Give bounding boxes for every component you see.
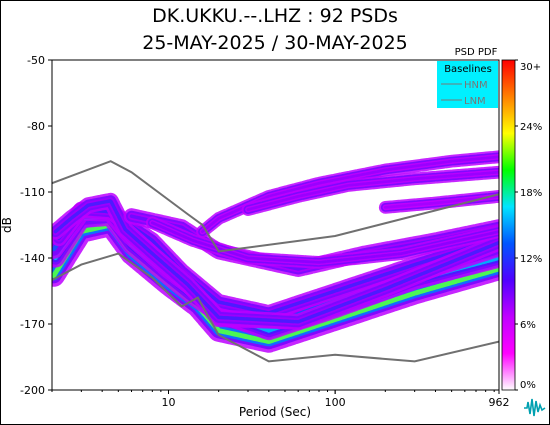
chart-title: DK.UKKU.--.LHZ : 92 PSDs	[152, 5, 398, 27]
chart-subtitle: 25-MAY-2025 / 30-MAY-2025	[142, 32, 408, 54]
x-axis-label: Period (Sec)	[239, 405, 311, 419]
baseline-curves	[52, 160, 499, 363]
colorbar-label: 24%	[520, 122, 542, 133]
legend-hnm-label: HNM	[464, 80, 488, 91]
pdf-band-6	[150, 221, 499, 264]
y-axis-label: dB	[0, 217, 14, 233]
x-axis-ticks: 10 100 962	[51, 390, 510, 409]
logo-icon	[522, 395, 546, 419]
pdf-band-7	[201, 155, 499, 233]
colorbar-title: PSD PDF	[455, 47, 498, 58]
colorbar-labels: 30+ 24% 18% 12% 6% 0%	[515, 59, 542, 391]
legend-lnm-label: LNM	[464, 96, 486, 107]
y-tick-label: -170	[20, 318, 45, 331]
colorbar-label: 6%	[520, 320, 536, 331]
y-axis-ticks: -50 -80 -110 -140 -170 -200	[20, 54, 52, 397]
colorbar	[501, 59, 516, 391]
x-tick-label: 962	[489, 396, 510, 409]
baseline-hnm	[52, 160, 499, 253]
baseline-lnm	[52, 252, 499, 363]
y-tick-label: -110	[20, 186, 45, 199]
baseline-legend: Baselines HNM LNM	[437, 61, 498, 108]
colorbar-label: 12%	[520, 254, 542, 265]
pdf-band-8	[246, 170, 499, 211]
legend-title: Baselines	[444, 64, 492, 75]
pdf-band-4	[53, 199, 499, 324]
y-tick-label: -200	[20, 384, 45, 397]
plot-border	[51, 59, 500, 391]
y-tick-label: -50	[27, 54, 45, 67]
colorbar-label: 30+	[520, 62, 541, 73]
colorbar-label: 0%	[520, 380, 536, 391]
pdf-density-bands	[52, 150, 499, 353]
y-tick-label: -80	[27, 120, 45, 133]
x-tick-label: 100	[325, 396, 346, 409]
colorbar-label: 18%	[520, 188, 542, 199]
x-tick-label: 10	[161, 396, 175, 409]
y-tick-label: -140	[20, 252, 45, 265]
